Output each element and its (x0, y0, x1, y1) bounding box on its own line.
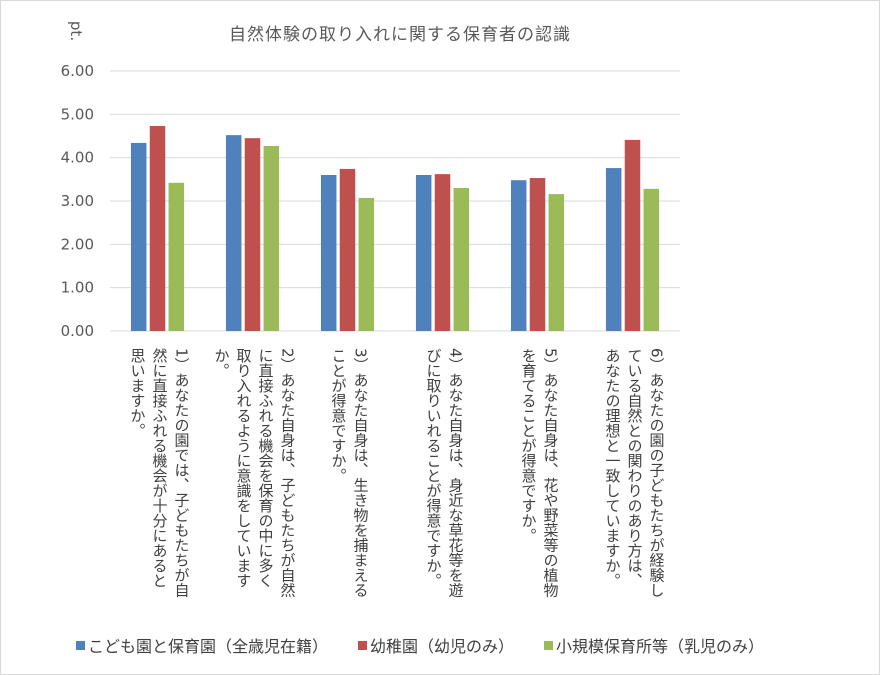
category-label: 2）あなた自身は、子どもたちが自然 に直接ふれる機会を保育の中に多く 取り入れるよう… (211, 348, 299, 623)
category-label-line: 思いますか。 (128, 348, 147, 438)
bar (339, 168, 356, 331)
chart-title: 自然体験の取り入れに関する保育者の認識 (229, 25, 571, 45)
legend-swatch (544, 640, 554, 650)
bar (358, 197, 375, 331)
category-label: 3）あなた自身は、生き物を捕まえる ことが得意ですか。 (328, 348, 372, 623)
category-label: 4）あなた自身は、身近な草花等を遊 びに取りいれることが得意ですか。 (423, 348, 467, 623)
category-label-line: ている自然との関わりのあり方は、 (625, 348, 644, 588)
legend-label: 小規模保育所等（乳児のみ） (556, 637, 765, 656)
legend-item: 小規模保育所等（乳児のみ） (544, 633, 764, 657)
bar (320, 175, 337, 331)
y-tick-label: 3.00 (61, 192, 94, 210)
bar (149, 126, 166, 332)
category-label-line: 5）あなた自身は、花や野菜等の植物 (541, 348, 560, 598)
legend-label: 幼稚園（幼児のみ） (370, 637, 515, 656)
bar (263, 145, 280, 331)
category-label-line: 2）あなた自身は、子どもたちが自然 (278, 348, 297, 598)
category-label: 5）あなた自身は、花や野菜等の植物 を育てることが得意ですか。 (518, 348, 562, 623)
legend-item: 幼稚園（幼児のみ） (358, 633, 514, 657)
legend-swatch (358, 640, 368, 650)
category-label-line: あなたの理想と一致していますか。 (603, 348, 622, 588)
category-label-line: を育てることが得意ですか。 (519, 348, 538, 543)
bar (624, 139, 641, 331)
category-label: 6）あなたの園の子どもたちが経験し ている自然との関わりのあり方は、 あなたの理想と… (602, 348, 668, 623)
legend-label: こども園と保育園（全歳児在籍） (88, 637, 329, 656)
category-label: 1）あなたの園では、子どもたちが自 然に直接ふれる機会が十分にあると 思いますか。 (127, 348, 193, 623)
category-label-line: 然に直接ふれる機会が十分にあると (150, 348, 169, 588)
legend-swatch (76, 640, 85, 650)
bar (548, 194, 565, 331)
category-label-line: びに取りいれることが得意ですか。 (424, 348, 443, 588)
y-tick-label: 1.00 (61, 279, 94, 297)
bar (434, 174, 451, 331)
y-tick-label: 6.00 (61, 62, 94, 80)
bar (643, 188, 660, 331)
y-tick-label: 5.00 (61, 105, 94, 123)
bar (130, 142, 147, 331)
bar (225, 135, 242, 331)
legend: こども園と保育園（全歳児在籍） 幼稚園（幼児のみ） 小規模保育所等（乳児のみ） (76, 633, 764, 657)
category-label-line: 取り入れるように意識をしています (234, 348, 253, 588)
bar (168, 182, 185, 331)
category-label-line: 3）あなた自身は、生き物を捕まえる (351, 348, 370, 598)
legend-item: こども園と保育園（全歳児在籍） (76, 633, 328, 657)
bar (415, 175, 432, 331)
category-label-line: 1）あなたの園では、子どもたちが自 (172, 348, 191, 598)
category-label-line: 6）あなたの園の子どもたちが経験し (647, 348, 666, 598)
category-label-line: 4）あなた自身は、身近な草花等を遊 (446, 348, 465, 598)
category-label-line: か。 (212, 348, 231, 378)
category-label-line: に直接ふれる機会を保育の中に多く (256, 348, 275, 588)
y-tick-label: 4.00 (61, 149, 94, 167)
bar (529, 178, 546, 331)
bar (244, 138, 261, 331)
bar (510, 180, 527, 331)
y-tick-label: 0.00 (61, 322, 94, 340)
category-label-line: ことが得意ですか。 (329, 348, 348, 483)
bar (605, 168, 622, 331)
bar (453, 188, 470, 331)
y-tick-label: 2.00 (61, 235, 94, 253)
